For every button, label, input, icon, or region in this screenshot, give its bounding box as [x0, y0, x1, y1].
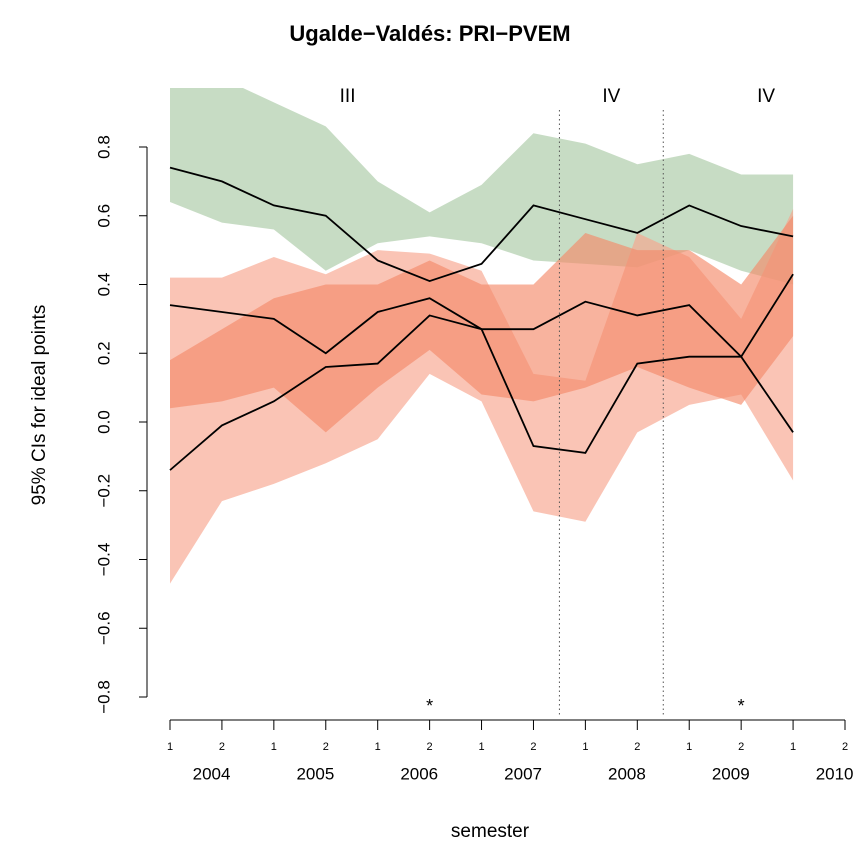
y-tick-label: −0.6	[94, 611, 113, 645]
year-label: 2008	[608, 764, 646, 783]
y-tick-label: 0.8	[94, 135, 113, 159]
x-tick-label: 1	[375, 741, 381, 753]
period-label: IV	[757, 86, 775, 107]
x-tick-label: 1	[582, 741, 588, 753]
x-tick-label: 2	[738, 741, 744, 753]
x-tick-label: 2	[530, 741, 536, 753]
y-axis-label: 95% CIs for ideal points	[29, 305, 50, 506]
line	[169, 166, 794, 283]
x-tick-label: 1	[478, 741, 484, 753]
y-tick-label: −0.8	[94, 680, 113, 714]
chart-title: Ugalde−Valdés: PRI−PVEM	[289, 21, 570, 46]
year-label: 2004	[193, 764, 231, 783]
period-label: IV	[602, 86, 620, 107]
y-tick-label: 0.0	[94, 410, 113, 434]
x-tick-label: 2	[323, 741, 329, 753]
y-tick-label: −0.2	[94, 474, 113, 508]
year-label: 2006	[400, 764, 438, 783]
y-tick-label: 0.2	[94, 341, 113, 365]
star: *	[426, 696, 433, 716]
bands	[170, 88, 794, 584]
ci-band	[170, 215, 794, 433]
x-tick-label: 1	[790, 741, 796, 753]
x-tick-label: 2	[634, 741, 640, 753]
lines	[169, 166, 794, 471]
y-tick-label: −0.4	[94, 543, 113, 577]
y-tick-label: 0.6	[94, 204, 113, 228]
year-label: 2005	[296, 764, 334, 783]
x-tick-label: 1	[167, 741, 173, 753]
period-label: III	[340, 86, 356, 107]
x-tick-label: 2	[219, 741, 225, 753]
year-label: 2010	[816, 764, 853, 783]
star: *	[738, 696, 745, 716]
year-label: 2009	[712, 764, 750, 783]
ci-band	[170, 88, 794, 285]
x-tick-label: 1	[271, 741, 277, 753]
x-tick-label: 2	[842, 741, 848, 753]
x-tick-label: 2	[427, 741, 433, 753]
line	[169, 300, 794, 471]
x-tick-label: 1	[686, 741, 692, 753]
x-axis-label: semester	[451, 821, 530, 842]
y-tick-label: 0.4	[94, 273, 113, 297]
year-label: 2007	[504, 764, 542, 783]
